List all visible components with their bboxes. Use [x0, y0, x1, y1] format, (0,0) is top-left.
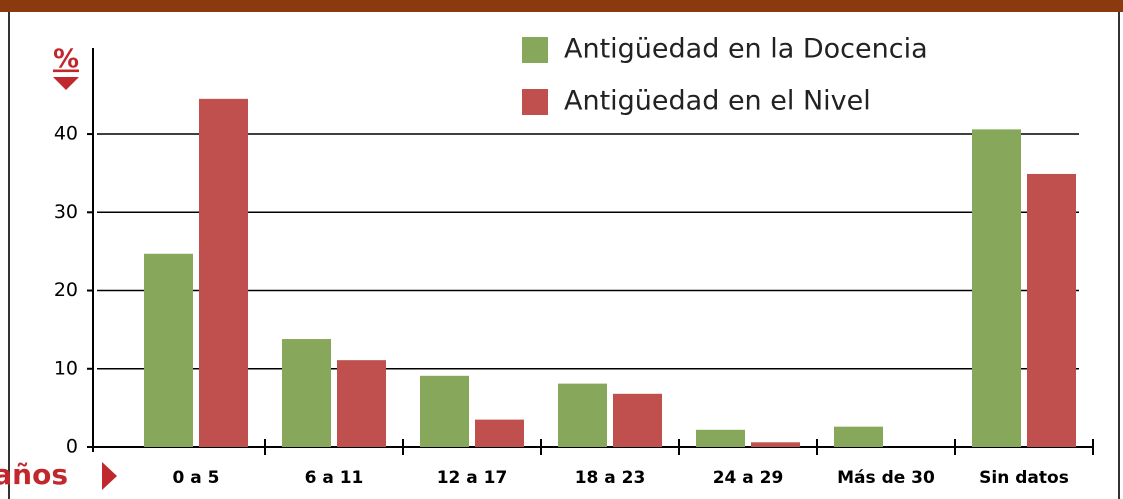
- x-tick-label: 6 a 11: [305, 468, 364, 488]
- x-tick-label: 0 a 5: [173, 468, 220, 488]
- bar: [613, 393, 662, 447]
- x-arrow: [102, 462, 117, 490]
- y-tick-label: 20: [54, 279, 78, 301]
- legend-swatch: [522, 89, 548, 115]
- bar: [420, 375, 469, 447]
- bar: [558, 383, 607, 447]
- x-axis-label: años: [0, 458, 68, 491]
- bar: [834, 426, 883, 447]
- x-tick-label: Sin datos: [979, 468, 1069, 488]
- bar: [337, 360, 386, 447]
- x-tick-label: 24 a 29: [713, 468, 784, 488]
- legend-label: Antigüedad en el Nivel: [564, 86, 871, 117]
- y-tick-label: 30: [54, 201, 78, 223]
- y-tick-label: 10: [54, 357, 78, 379]
- y-tick-label: 40: [54, 123, 78, 145]
- x-tick-label: 18 a 23: [575, 468, 646, 488]
- bar: [282, 339, 331, 447]
- bar: [199, 98, 248, 448]
- y-arrow: [53, 77, 79, 90]
- y-tick-label: 0: [66, 436, 78, 458]
- x-tick-label: Más de 30: [837, 468, 935, 488]
- bar: [475, 419, 524, 447]
- bar: [972, 129, 1021, 448]
- bar: [751, 442, 800, 447]
- bar: [1027, 173, 1076, 448]
- legend-label: Antigüedad en la Docencia: [564, 34, 928, 65]
- legend-swatch: [522, 37, 548, 63]
- x-tick-label: 12 a 17: [437, 468, 508, 488]
- bar: [144, 253, 193, 447]
- y-axis-label: %: [53, 45, 79, 75]
- bar: [696, 429, 745, 447]
- top-band: [0, 0, 1123, 12]
